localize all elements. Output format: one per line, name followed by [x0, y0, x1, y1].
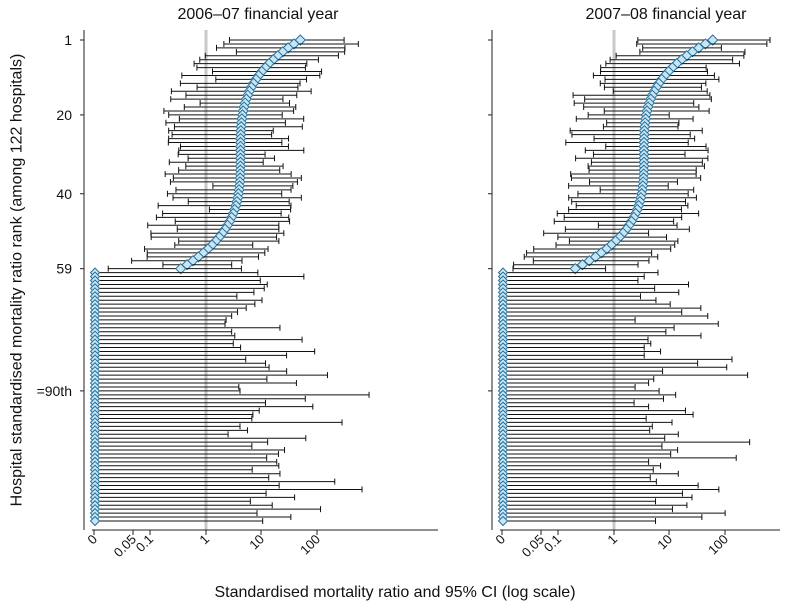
- y-tick-label: =90th: [37, 383, 72, 399]
- smr-marker: [187, 255, 199, 267]
- smr-marker: [680, 50, 693, 62]
- smr-marker: [576, 259, 589, 271]
- x-tick-label: 0: [84, 532, 100, 548]
- x-axis-label: Standardised mortality ratio and 95% CI …: [214, 584, 576, 601]
- x-tick-label: 0: [492, 532, 508, 548]
- y-axis-label-wrap: Hospital standardised mortality ratio ra…: [0, 0, 34, 560]
- smr-marker: [181, 259, 193, 271]
- x-tick-label: 10: [654, 532, 675, 553]
- smr-marker: [595, 247, 607, 259]
- x-tick-label: 100: [297, 532, 323, 558]
- x-tick-label: 1: [196, 532, 212, 548]
- x-tick-label: 100: [705, 532, 731, 558]
- x-tick-label: 10: [246, 532, 267, 553]
- smr-marker: [276, 46, 289, 58]
- x-tick-label: 0.1: [133, 532, 156, 555]
- smr-marker: [583, 255, 595, 267]
- y-tick-label: 1: [64, 32, 72, 48]
- panel-title: 2006–07 financial year: [177, 6, 339, 23]
- smr-marker: [699, 38, 712, 50]
- smr-marker: [706, 34, 719, 46]
- y-axis-label: Hospital standardised mortality ratio ra…: [8, 53, 26, 507]
- y-tick-label: 59: [56, 261, 72, 277]
- zero-smr-marker: [89, 515, 101, 527]
- smr-marker: [692, 42, 705, 54]
- y-tick-label: 20: [56, 107, 72, 123]
- x-tick-label: 0.1: [541, 532, 564, 555]
- smr-marker: [569, 262, 581, 275]
- smr-marker: [174, 262, 187, 275]
- smr-marker: [288, 38, 300, 50]
- x-tick-label: 1: [604, 532, 620, 548]
- panel-title: 2007–08 financial year: [585, 6, 747, 23]
- smr-marker: [197, 247, 210, 259]
- smr-marker: [192, 251, 205, 263]
- y-tick-label: 40: [56, 186, 72, 202]
- zero-smr-marker: [497, 515, 509, 527]
